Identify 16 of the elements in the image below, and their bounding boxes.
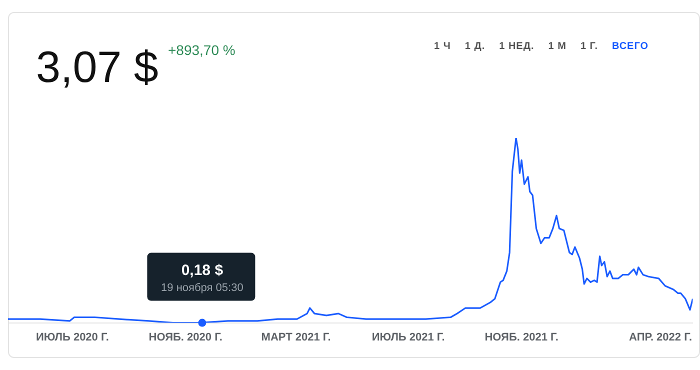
text: 1 М [548,41,566,52]
chart-subtitle: +893,70 % [168,42,236,58]
x-tick-label: НОЯБ. 2021 Г. [484,331,558,344]
text: 1 Ч [434,41,451,52]
text: 1 Д. [464,41,486,52]
text: 1 НЕД. [499,41,534,52]
annotation: 0,18 $ [181,262,224,279]
x-tick-label: АПР. 2022 Г. [629,331,692,344]
text: 1 Г. [580,41,598,52]
x-tick-label: МАРТ 2021 Г. [261,331,331,344]
chart-title: 3,07 $ [36,42,158,94]
text: ВСЕГО [612,41,649,52]
x-tick-label: ИЮЛЬ 2020 Г. [36,331,109,344]
x-tick-label: ИЮЛЬ 2021 Г. [372,331,445,344]
x-tick-label: НОЯБ. 2020 Г. [148,331,222,344]
annotation: 19 ноября 05:30 [161,282,244,294]
